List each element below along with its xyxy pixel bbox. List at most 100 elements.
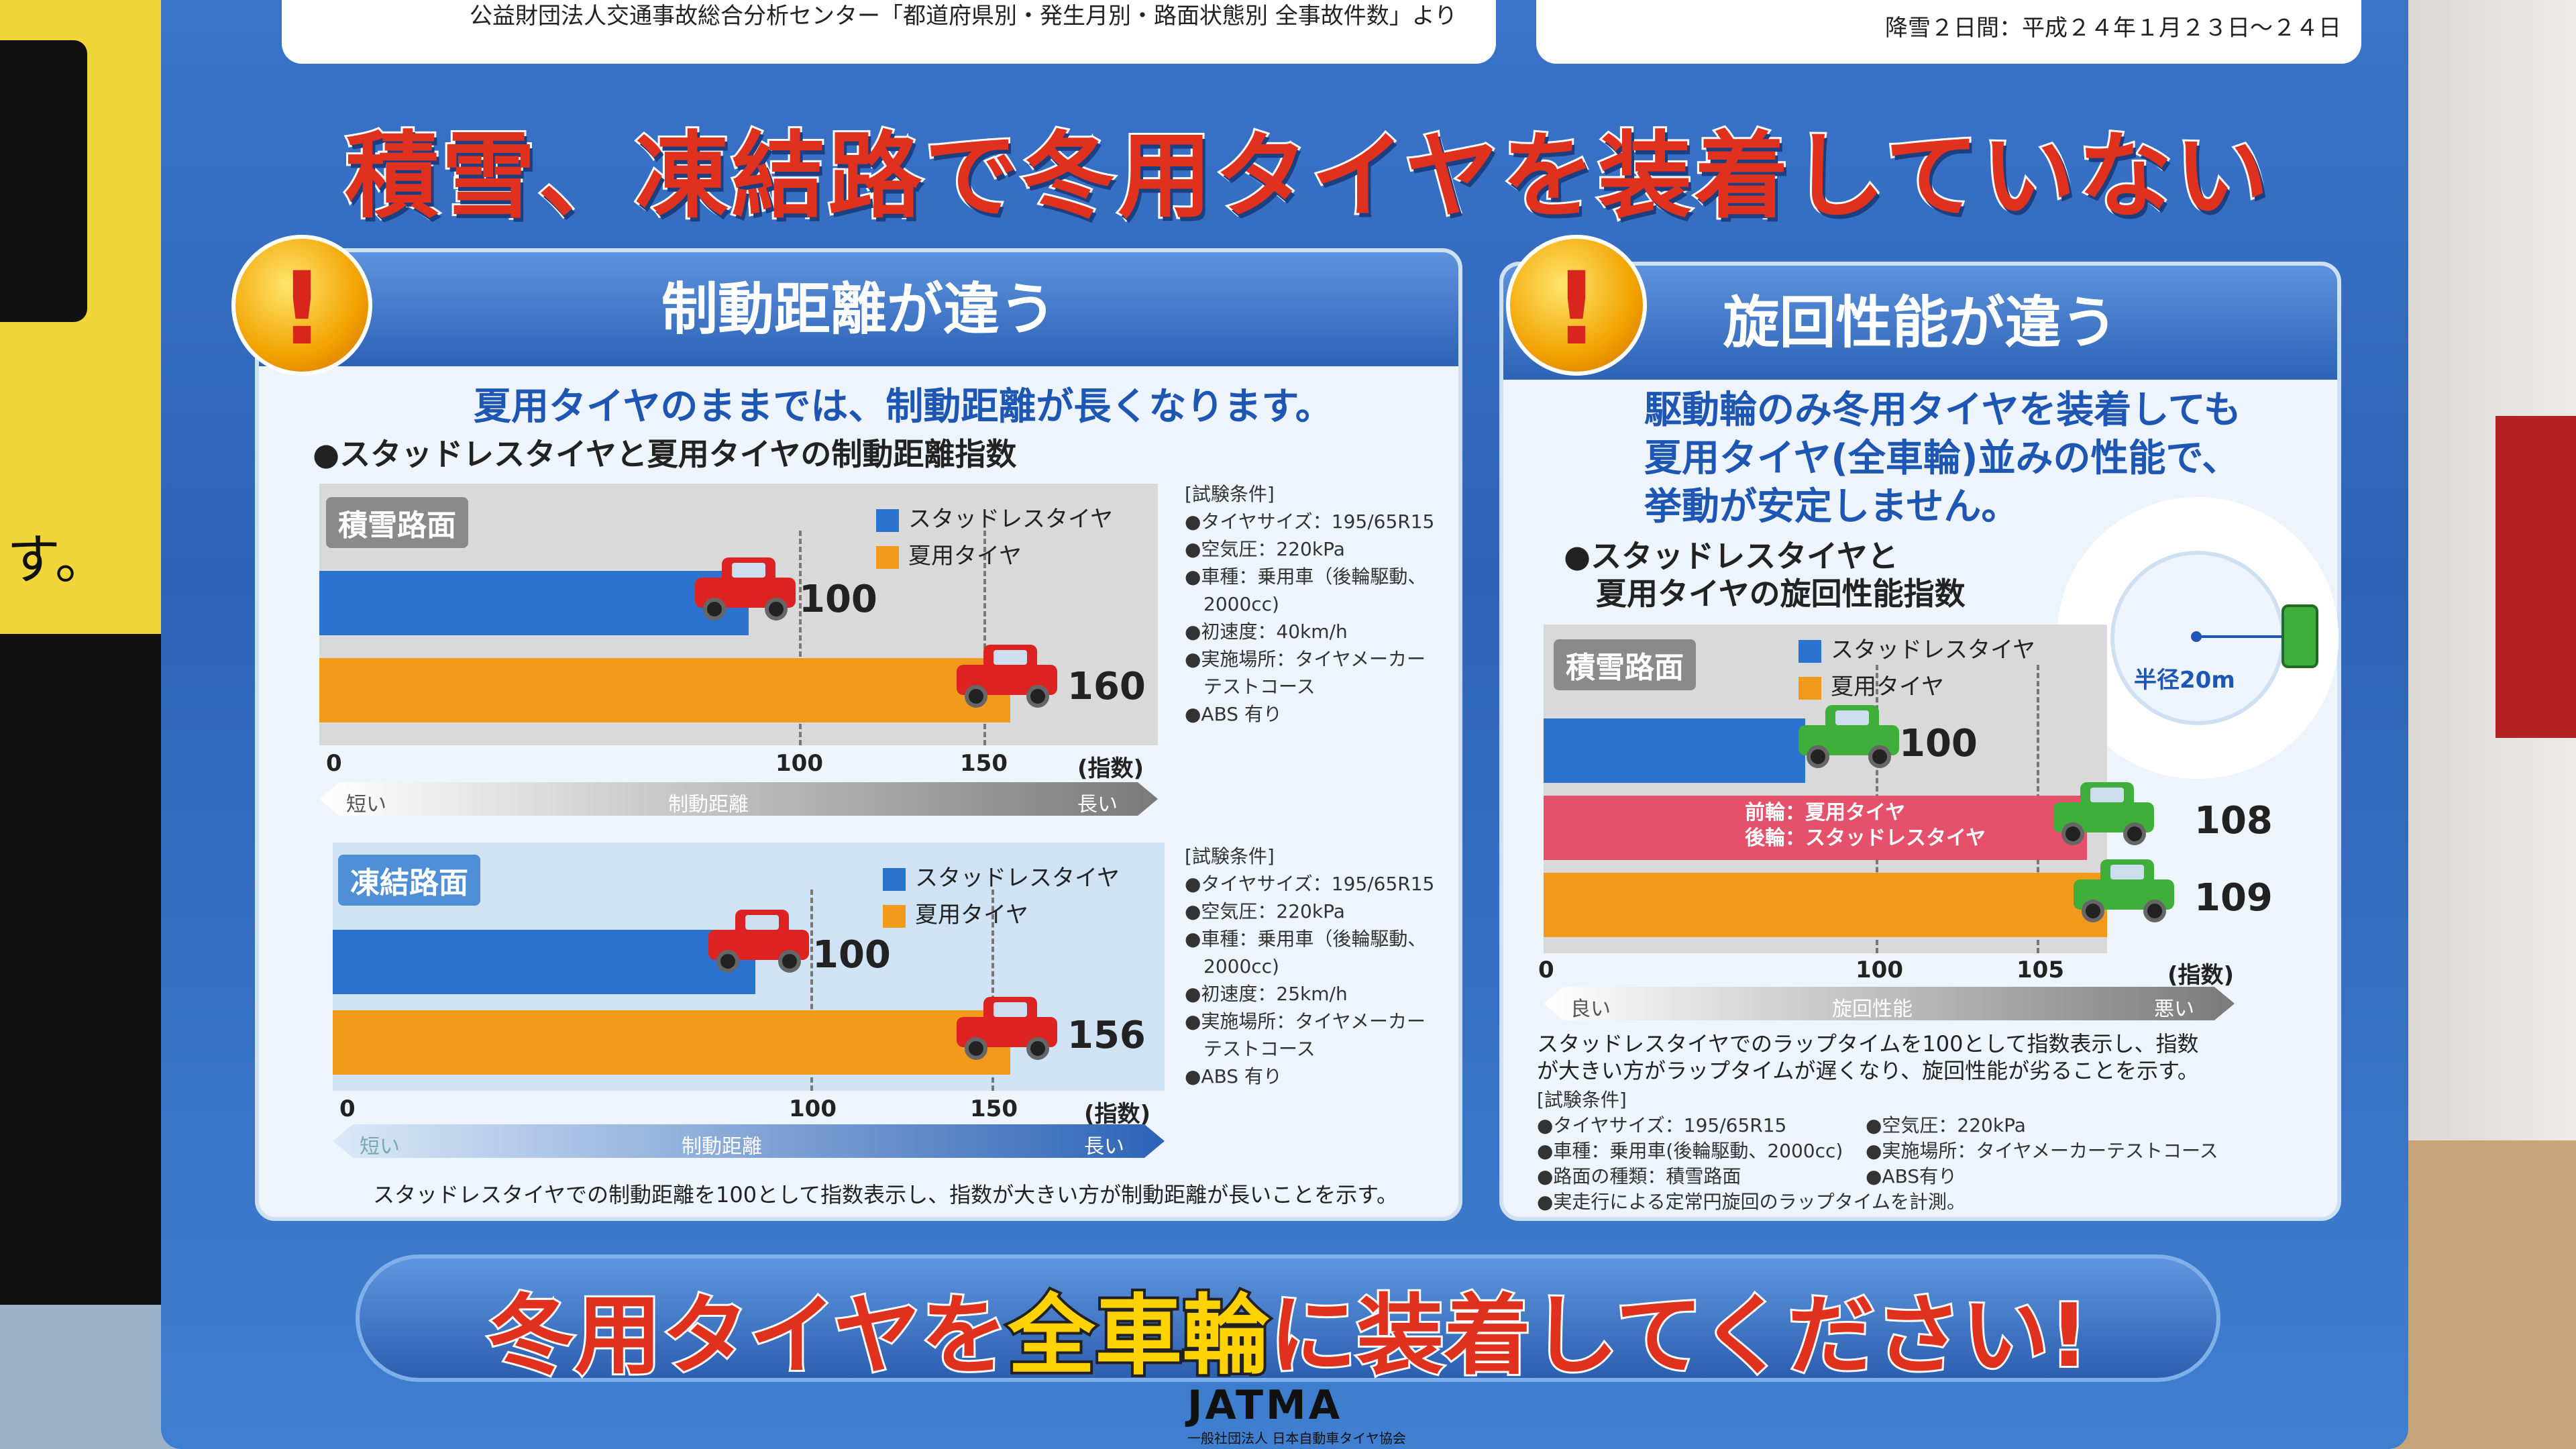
cond-vehicle2: 2000cc) [1203, 593, 1279, 615]
turning-chart-caption: ●スタッドレスタイヤと 夏用タイヤの旋回性能指数 [1564, 537, 1966, 612]
turning-note: スタッドレスタイヤでのラップタイムを100として指数表示し、指数 が大きい方がラ… [1537, 1030, 2199, 1084]
turning-lead-line1: 駆動輪のみ冬用タイヤを装着しても [1644, 388, 2241, 432]
snow-surface-label: 積雪路面 [326, 497, 468, 548]
car-top-view-icon [2282, 604, 2318, 668]
snow-summer-value: 160 [1067, 665, 1146, 708]
legend-summer: 夏用タイヤ [876, 537, 1022, 570]
turning-mixed-value: 108 [2194, 799, 2273, 843]
snow-studless-bar [319, 571, 749, 635]
turning-studless-bar [1544, 718, 1805, 783]
index-unit: (指数) [2167, 962, 2235, 989]
top-right-card: 降雪２日間：平成２４年１月２３日〜２４日 [1536, 0, 2361, 64]
cond-speed: ●初速度：25km/h [1185, 983, 1348, 1005]
circle-center-dot [2191, 631, 2202, 642]
legend-swatch-orange [876, 545, 899, 569]
braking-chart-caption: ●スタッドレスタイヤと夏用タイヤの制動距離指数 [313, 436, 1017, 472]
braking-title: 制動距離が違う [259, 252, 1458, 366]
cond-place: ●実施場所：タイヤメーカーテストコース [1866, 1140, 2218, 1162]
black-mark [0, 40, 87, 322]
ice-braking-chart: 凍結路面 100 156 スタッドレスタイヤ 夏用タイヤ [333, 843, 1165, 1091]
warning-icon: ! [231, 235, 372, 376]
cond-abs: ●ABS 有り [1185, 703, 1282, 725]
turning-mixed-bar [1544, 796, 2087, 860]
tick-150: 150 [960, 750, 1008, 777]
bottom-banner: 冬用タイヤを全車輪に装着してください! [356, 1254, 2220, 1389]
turning-summer-value: 109 [2194, 876, 2273, 920]
gridline-100 [799, 531, 802, 745]
turning-lead: 駆動輪のみ冬用タイヤを装着しても 夏用タイヤ(全車輪)並みの性能で、 挙動が安定… [1644, 386, 2241, 531]
tick-105: 105 [2017, 957, 2064, 983]
tick-100: 100 [1856, 957, 1903, 983]
car-icon [1799, 705, 1899, 769]
car-icon [2053, 782, 2154, 846]
bottom-pre: 冬用タイヤを [485, 1283, 1010, 1389]
axis-label: 制動距離 [668, 793, 749, 816]
cond-place: ●実施場所：タイヤメーカー [1185, 648, 1426, 670]
braking-panel: 制動距離が違う 夏用タイヤのままでは、制動距離が長くなります。 ●スタッドレスタ… [255, 248, 1462, 1221]
cond-vehicle2: 2000cc) [1203, 955, 1279, 977]
legend-summer-label: 夏用タイヤ [908, 543, 1022, 570]
braking-lead: 夏用タイヤのままでは、制動距離が長くなります。 [474, 385, 1333, 429]
legend-studless-label: スタッドレスタイヤ [908, 506, 1113, 533]
turning-lead-line3: 挙動が安定しません。 [1644, 485, 2019, 529]
left-wall-text: す。 [7, 529, 109, 591]
cond-size: ●タイヤサイズ：195/65R15 [1537, 1114, 1787, 1136]
axis-label: 制動距離 [682, 1135, 762, 1159]
cond-size: ●タイヤサイズ：195/65R15 [1185, 511, 1435, 533]
cond-pressure: ●空気圧：220kPa [1866, 1114, 2026, 1136]
wall-red-object [2496, 416, 2576, 738]
axis-label: 旋回性能 [1832, 998, 1913, 1021]
bottom-message: 冬用タイヤを全車輪に装着してください! [360, 1265, 2216, 1391]
turning-summer-bar [1544, 873, 2107, 937]
bottom-highlight: 全車輪 [1005, 1282, 1272, 1389]
caption-line1: ●スタッドレスタイヤと [1564, 538, 1898, 574]
turning-panel: 旋回性能が違う 駆動輪のみ冬用タイヤを装着しても 夏用タイヤ(全車輪)並みの性能… [1499, 262, 2341, 1221]
caption-line2: 夏用タイヤの旋回性能指数 [1596, 576, 1966, 612]
legend-studless: スタッドレスタイヤ [1799, 631, 2035, 664]
braking-footnote: スタッドレスタイヤでの制動距離を100として指数表示し、指数が大きい方が制動距離… [373, 1182, 1398, 1208]
car-icon [695, 557, 796, 621]
mixed-front: 前輪：夏用タイヤ [1745, 801, 1906, 824]
legend-summer-label: 夏用タイヤ [1831, 674, 1944, 700]
snow-period: 降雪２日間：平成２４年１月２３日〜２４日 [1885, 15, 2341, 42]
turning-studless-value: 100 [1899, 722, 1978, 765]
tick-0: 0 [326, 750, 342, 777]
cond-vehicle: ●車種：乗用車（後輪駆動、 [1185, 928, 1427, 950]
radius-label: 半径20m [2134, 667, 2235, 694]
warning-icon: ! [1506, 235, 1647, 376]
radius-line [2201, 635, 2315, 638]
cond-abs: ●ABS有り [1866, 1165, 1957, 1187]
legend-studless-label: スタッドレスタイヤ [1831, 637, 2035, 663]
axis-long: 長い [1084, 1135, 1124, 1159]
ice-axis-arrow: 短い 制動距離 長い [333, 1124, 1165, 1158]
note-line1: スタッドレスタイヤでのラップタイムを100として指数表示し、指数 [1537, 1031, 2199, 1057]
car-icon [957, 645, 1057, 708]
ice-studless-value: 100 [812, 933, 891, 977]
cond-speed: ●初速度：40km/h [1185, 621, 1348, 643]
turning-lead-line2: 夏用タイヤ(全車輪)並みの性能で、 [1644, 437, 2240, 480]
right-wall [2388, 0, 2576, 1449]
axis-short: 短い [360, 1135, 400, 1159]
jatma-logo: JATMA [1187, 1382, 1343, 1429]
snow-studless-value: 100 [799, 578, 877, 621]
tick-0: 0 [339, 1095, 356, 1122]
turning-conditions-left: [試験条件] ●タイヤサイズ：195/65R15 ●車種：乗用車(後輪駆動、20… [1537, 1087, 1966, 1215]
legend-swatch-blue [1799, 639, 1821, 663]
cond-place2: テストコース [1203, 1038, 1316, 1060]
bottom-post: に装着してください! [1267, 1283, 2090, 1389]
cond-title: [試験条件] [1185, 845, 1275, 867]
turning-conditions-right: ●空気圧：220kPa ●実施場所：タイヤメーカーテストコース ●ABS有り [1866, 1113, 2218, 1189]
snow-summer-bar [319, 658, 1010, 722]
ice-conditions: [試験条件] ●タイヤサイズ：195/65R15 ●空気圧：220kPa ●車種… [1185, 843, 1434, 1090]
gridline-150 [991, 890, 994, 1091]
index-unit: (指数) [1084, 1101, 1151, 1128]
legend-swatch-orange [1799, 676, 1821, 700]
legend-studless-label: スタッドレスタイヤ [915, 865, 1120, 892]
snow-conditions: [試験条件] ●タイヤサイズ：195/65R15 ●空気圧：220kPa ●車種… [1185, 480, 1434, 728]
tick-100: 100 [789, 1095, 837, 1122]
cond-place2: テストコース [1203, 676, 1316, 698]
legend-studless: スタッドレスタイヤ [883, 859, 1120, 892]
cond-vehicle: ●車種：乗用車（後輪駆動、 [1185, 566, 1427, 588]
turning-axis-arrow: 良い 旋回性能 悪い [1544, 987, 2235, 1020]
legend-swatch-blue [883, 867, 906, 891]
